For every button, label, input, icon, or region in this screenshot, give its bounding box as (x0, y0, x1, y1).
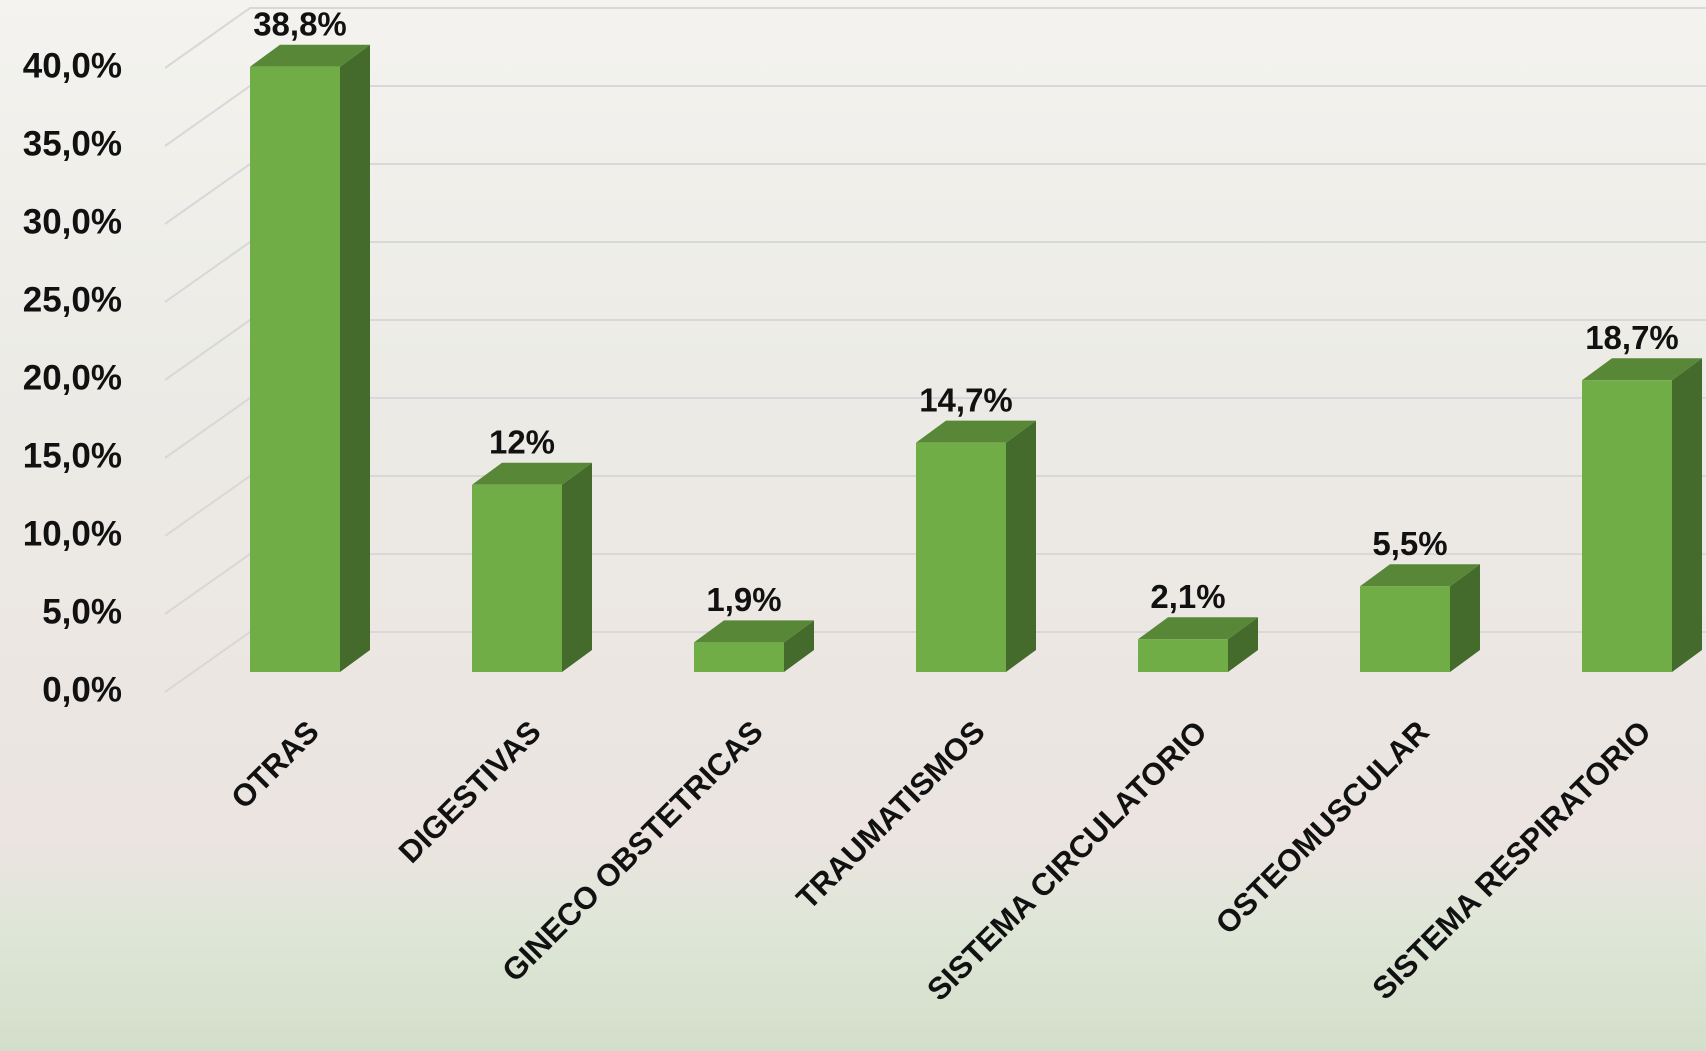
y-tick-label: 35,0% (23, 124, 122, 163)
y-tick-label: 0,0% (42, 670, 122, 709)
chart: 0,0% 5,0% 10,0% 15,0% 20,0% 25,0% 30,0% 35,0% 40… (0, 0, 1706, 1051)
bar (1582, 380, 1672, 672)
bar (472, 485, 562, 672)
value-label: 5,5% (1372, 525, 1447, 562)
value-label: 38,8% (253, 5, 347, 42)
y-tick-label: 10,0% (23, 514, 122, 553)
bar-side (340, 45, 370, 672)
value-label: 2,1% (1150, 578, 1225, 615)
bar (250, 67, 340, 672)
bar (694, 642, 784, 672)
y-tick-label: 20,0% (23, 358, 122, 397)
y-tick-label: 30,0% (23, 202, 122, 241)
value-label: 1,9% (706, 581, 781, 618)
value-label: 18,7% (1585, 319, 1679, 356)
bar-side (1672, 358, 1702, 672)
y-tick-label: 25,0% (23, 280, 122, 319)
bar (916, 443, 1006, 672)
bar (1138, 639, 1228, 672)
bar-side (1006, 421, 1036, 672)
y-tick-label: 5,0% (42, 592, 122, 631)
bar-side (562, 463, 592, 672)
bar (1360, 586, 1450, 672)
value-label: 12% (489, 424, 555, 461)
value-label: 14,7% (919, 381, 1013, 418)
y-tick-label: 40,0% (23, 46, 122, 85)
y-tick-label: 15,0% (23, 436, 122, 475)
